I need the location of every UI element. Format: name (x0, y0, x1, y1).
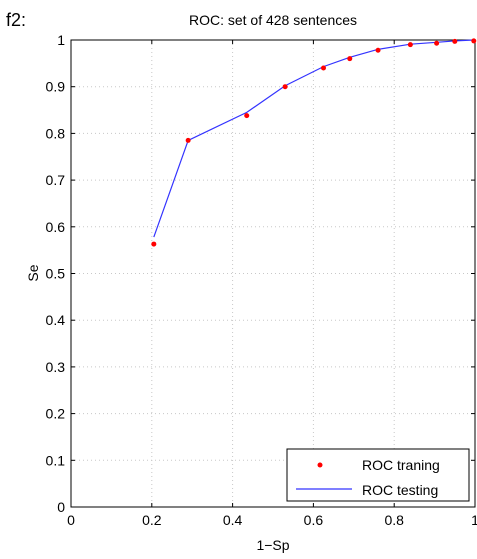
roc-training-point (407, 42, 413, 48)
roc-training-point (347, 56, 353, 62)
axis-ticks: 0 0.2 0.4 0.6 0.8 1 0 0.1 0.2 0.3 0.4 0.5 0.6 0.7 0.8 0… (46, 32, 477, 528)
y-axis-label: Se (25, 264, 41, 281)
x-tick-label: 0.8 (384, 512, 404, 528)
y-tick-label: 0.8 (46, 125, 66, 141)
roc-training-point (244, 113, 250, 119)
legend-label: ROC traning (362, 457, 440, 473)
x-tick-label: 1 (471, 512, 477, 528)
panel-label: f2: (6, 10, 26, 30)
roc-training-point (321, 65, 326, 71)
roc-training-point (282, 84, 288, 90)
x-tick-label: 0.4 (223, 512, 243, 528)
legend: ROC traning ROC testing (286, 448, 470, 502)
data-series (151, 38, 477, 247)
y-tick-label: 0.2 (46, 406, 66, 422)
roc-training-point (151, 241, 157, 247)
y-tick-label: 0.5 (46, 266, 66, 282)
roc-testing-line (153, 39, 474, 238)
legend-label: ROC testing (362, 482, 438, 498)
x-tick-label: 0.6 (304, 512, 324, 528)
grid-lines (71, 40, 475, 507)
y-tick-label: 1 (57, 32, 65, 48)
chart-title: ROC: set of 428 sentences (189, 12, 357, 28)
y-tick-label: 0.1 (46, 452, 66, 468)
roc-training-point (185, 137, 191, 143)
roc-training-point (375, 47, 381, 53)
y-tick-label: 0.7 (46, 172, 66, 188)
roc-training-point (434, 40, 440, 46)
y-tick-label: 0.6 (46, 219, 66, 235)
y-tick-label: 0.9 (46, 79, 66, 95)
x-axis-label: 1−Sp (256, 537, 289, 553)
roc-training-point (452, 38, 458, 44)
roc-training-point (471, 38, 477, 44)
x-tick-label: 0.2 (142, 512, 162, 528)
x-tick-label: 0 (67, 512, 75, 528)
y-tick-label: 0 (57, 499, 65, 515)
legend-box (286, 448, 470, 502)
y-tick-label: 0.3 (46, 359, 66, 375)
legend-training-marker (317, 462, 323, 468)
y-tick-label: 0.4 (46, 312, 66, 328)
